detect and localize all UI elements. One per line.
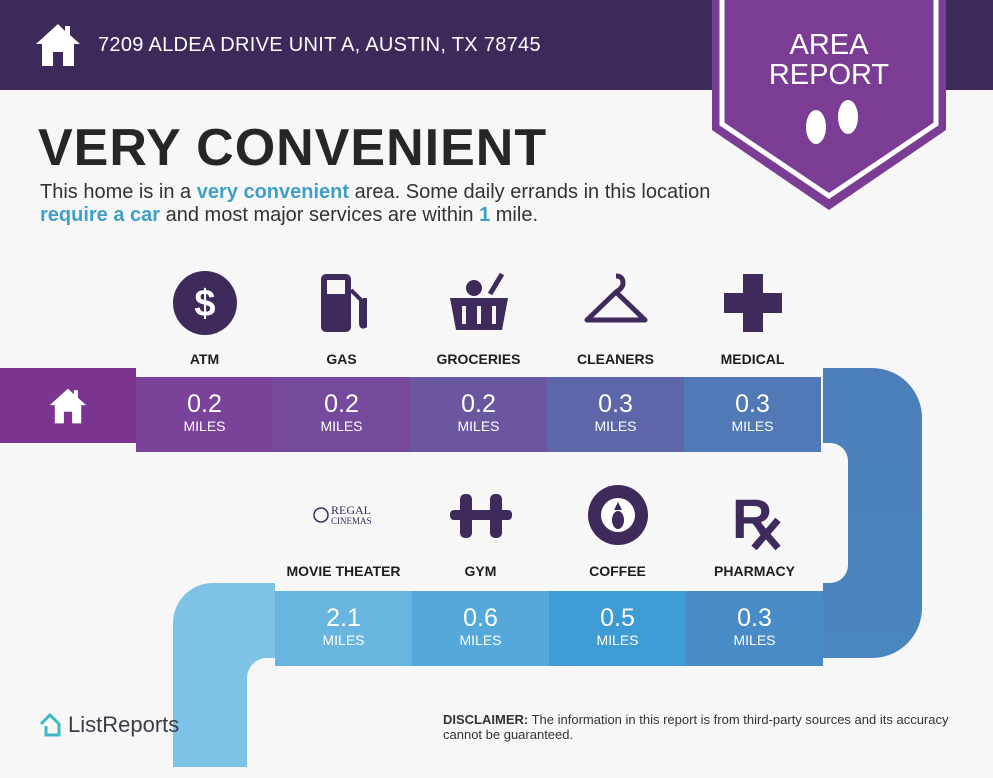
footprints-icon [806,100,858,144]
disclaimer: DISCLAIMER: The information in this repo… [443,712,949,742]
distance-cell: 2.1 MILES [275,591,412,666]
distance-unit: MILES [457,418,500,434]
distance-value: 0.2 [461,390,496,418]
distance-cell: 0.3 MILES [547,377,684,452]
distance-unit: MILES [320,418,363,434]
svg-text:R: R [732,487,772,550]
amenity-coffee: COFFEE 0.5 MILES [549,480,686,666]
amenity-label: MOVIE THEATER [286,563,401,579]
home-cell [0,368,136,443]
distance-value: 2.1 [326,604,361,632]
distance-cell: 0.6 MILES [412,591,549,666]
distance-unit: MILES [594,418,637,434]
hanger-icon [584,273,647,323]
medical-cross-icon [723,274,782,332]
amenity-gym: GYM 0.6 MILES [412,480,549,666]
distance-cell: 0.3 MILES [684,377,821,452]
amenity-label: COFFEE [589,563,646,579]
distance-value: 0.2 [187,390,222,418]
distance-cell: 0.2 MILES [410,377,547,452]
basket-icon [449,272,508,330]
distance-unit: MILES [733,632,776,648]
home-icon [36,24,80,66]
page-title: VERY CONVENIENT [38,119,548,177]
address: 7209 ALDEA DRIVE UNIT A, AUSTIN, TX 7874… [98,34,541,56]
distance-cell: 0.2 MILES [136,377,273,452]
svg-text:$: $ [194,283,215,325]
distance-value: 0.2 [324,390,359,418]
distance-value: 0.6 [463,604,498,632]
distance-value: 0.3 [735,390,770,418]
amenity-medical: MEDICAL 0.3 MILES [684,260,821,452]
amenity-label: GAS [326,351,357,367]
gas-pump-icon [320,274,367,332]
home-icon [49,388,87,423]
amenity-label: MEDICAL [720,351,785,367]
amenity-groceries: GROCERIES 0.2 MILES [410,260,547,452]
amenity-label: ATM [189,351,220,367]
distance-cell: 0.5 MILES [549,591,686,666]
dumbbell-icon [449,494,512,538]
amenity-gas: GAS 0.2 MILES [273,260,410,452]
amenity-label: GYM [464,563,497,579]
distance-value: 0.5 [600,604,635,632]
amenity-cleaners: CLEANERS 0.3 MILES [547,260,684,452]
distance-unit: MILES [731,418,774,434]
badge-line-2: REPORT [768,59,890,91]
area-report-badge [712,0,946,210]
route-inner [0,443,848,583]
distance-unit: MILES [459,632,502,648]
distance-unit: MILES [322,632,365,648]
amenity-pharmacy: R PHARMACY 0.3 MILES [686,480,823,666]
starbucks-logo [587,485,648,545]
listreports-logo: ListReports [38,712,179,738]
amenity-movie-theater: REGAL CINEMAS MOVIE THEATER 2.1 MILES [275,480,412,666]
svg-text:REGAL: REGAL [331,503,371,517]
badge-line-1: AREA [789,29,869,61]
amenity-atm: $ ATM 0.2 MILES [136,260,273,452]
distance-value: 0.3 [737,604,772,632]
svg-text:CINEMAS: CINEMAS [331,516,372,526]
dollar-icon: $ [172,271,237,335]
distance-unit: MILES [596,632,639,648]
amenity-label: GROCERIES [436,351,521,367]
amenity-label: PHARMACY [714,563,795,579]
amenity-label: CLEANERS [576,351,654,367]
distance-cell: 0.3 MILES [686,591,823,666]
description: This home is in a very convenient area. … [40,181,711,226]
distance-value: 0.3 [598,390,633,418]
distance-cell: 0.2 MILES [273,377,410,452]
distance-unit: MILES [183,418,226,434]
rx-icon: R [732,487,781,551]
